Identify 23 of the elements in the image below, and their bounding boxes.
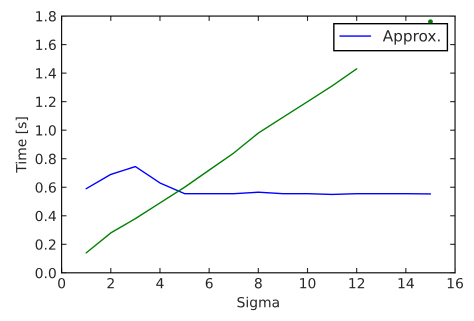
- y-tick-label: 1.0: [36, 125, 56, 136]
- x-tick-label: 2: [107, 278, 114, 288]
- y-tick-label: 0.8: [36, 154, 56, 164]
- y-tick-label: 1.8: [36, 11, 56, 22]
- x-tick-label: 12: [349, 278, 364, 288]
- x-tick-label: 4: [156, 278, 164, 288]
- legend-label: Approx.: [382, 30, 440, 45]
- x-tick-label: 16: [448, 278, 463, 288]
- x-tick-label: 6: [206, 278, 213, 288]
- line-series: [86, 166, 432, 196]
- y-tick-label: 0.2: [36, 239, 56, 250]
- y-tick-label: 1.4: [36, 68, 56, 78]
- x-tick-label: 14: [398, 278, 414, 288]
- x-tick-label: 0: [58, 278, 66, 288]
- y-tick-label: 0.4: [36, 210, 56, 222]
- y-tick-label: 1.2: [36, 96, 56, 107]
- x-tick-label: 8: [254, 278, 262, 288]
- x-tick-label: 10: [300, 278, 316, 288]
- x-axis-title: Sigma: [237, 296, 279, 310]
- y-tick-label: 0.6: [36, 182, 56, 193]
- y-tick-label: 0.0: [36, 268, 56, 278]
- y-axis-title: Time [s]: [16, 117, 28, 173]
- y-tick-label: 1.6: [36, 40, 56, 50]
